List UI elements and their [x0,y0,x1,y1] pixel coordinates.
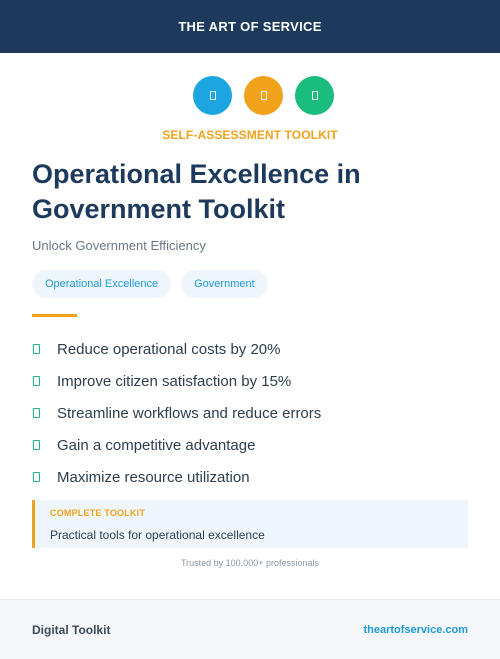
check-icon [33,472,40,482]
feature-item: Improve citizen satisfaction by 15% [32,365,321,397]
page-title: Operational Excellence in Government Too… [32,159,361,224]
tag-government[interactable]: Government [181,270,268,298]
feature-item: Maximize resource utilization [32,461,321,493]
feature-item: Reduce operational costs by 20% [32,333,321,365]
blue-document-icon [193,76,232,115]
check-icon [33,376,40,386]
website-link[interactable]: theartofservice.com [363,623,468,636]
orange-document-icon [244,76,283,115]
feature-list: Reduce operational costs by 20% Improve … [32,333,321,493]
feature-text: Streamline workflows and reduce errors [57,404,322,422]
top-banner: THE ART OF SERVICE [0,0,500,53]
check-icon [33,344,40,354]
trusted-note: Trusted by 100,000+ professionals [180,558,319,568]
tag-operational-excellence[interactable]: Operational Excellence [32,270,172,298]
check-icon [33,408,40,418]
feature-item: Streamline workflows and reduce errors [32,397,321,429]
footer: Digital Toolkit theartofservice.com [0,599,500,659]
feature-text: Reduce operational costs by 20% [57,340,281,358]
green-document-icon [295,76,334,115]
toolkit-callout: COMPLETE TOOLKIT Practical tools for ope… [32,500,468,548]
callout-text: Practical tools for operational excellen… [50,528,265,542]
tag-list: Operational Excellence Government [32,270,268,298]
feature-text: Gain a competitive advantage [57,436,256,454]
feature-text: Maximize resource utilization [57,468,250,486]
subtitle: Unlock Government Efficiency [32,238,206,253]
callout-label: COMPLETE TOOLKIT [50,508,146,518]
footer-label: Digital Toolkit [32,622,111,637]
feature-item: Gain a competitive advantage [32,429,321,461]
accent-divider [32,314,77,317]
check-icon [33,440,40,450]
eyebrow-label: SELF-ASSESSMENT TOOLKIT [162,128,338,142]
brand-name: THE ART OF SERVICE [178,19,322,34]
icon-row [193,76,334,115]
feature-text: Improve citizen satisfaction by 15% [57,372,292,390]
